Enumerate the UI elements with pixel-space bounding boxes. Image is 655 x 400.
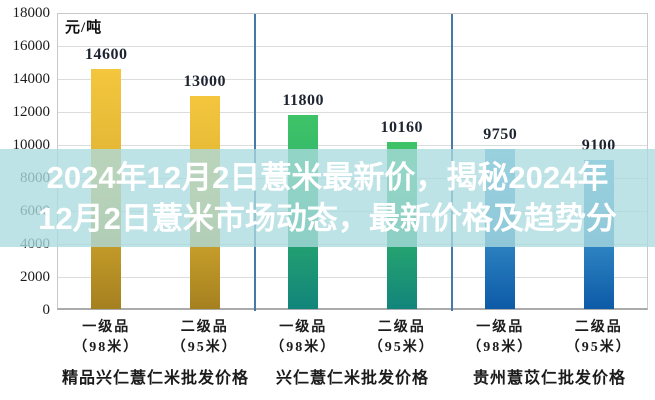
tick-label-grade: 一级品 [476,320,525,335]
y-axis-tick-label: 18000 [12,5,51,21]
tick-label-spec: （98米） [270,340,337,355]
group-label: 兴仁薏仁米批发价格 [275,370,429,387]
group-label: 精品兴仁薏仁米批发价格 [61,370,249,387]
bar-value-label: 11800 [282,92,325,110]
y-axis-tick-label: 2000 [20,269,50,285]
title-overlay-line-2: 12月2日薏米市场动态，最新价格及趋势分 [38,201,617,236]
x-axis-tick-label: 一级品 （98米） [58,318,154,358]
y-axis-tick-label: 14000 [12,71,51,87]
bar-value-label: 14600 [85,46,128,64]
bar-value-label: 9750 [483,126,518,144]
bar-value-label: 13000 [183,72,226,90]
tick-label-grade: 一级品 [279,320,328,335]
y-axis-tick-label: 16000 [12,38,51,54]
y-axis-tick-label: 12000 [12,104,51,120]
gridline [58,112,647,113]
bar-value-label: 10160 [380,119,423,137]
x-axis-tick-label: 二级品 （95米） [551,318,647,358]
title-overlay-line-1: 2024年12月2日薏米最新价，揭秘2024年 [46,160,609,195]
title-overlay-banner: 2024年12月2日薏米最新价，揭秘2024年 12月2日薏米市场动态，最新价格… [0,149,655,247]
x-axis-tick-label: 二级品 （95米） [354,318,450,358]
gridline [58,145,647,146]
gridline [58,79,647,80]
x-axis-tick-label: 二级品 （95米） [157,318,253,358]
tick-label-grade: 二级品 [574,320,623,335]
y-axis-tick-label: 0 [42,302,51,318]
tick-label-grade: 一级品 [82,320,131,335]
tick-label-spec: （95米） [171,340,238,355]
tick-label-grade: 二级品 [377,320,426,335]
tick-label-spec: （98米） [73,340,140,355]
gridline [58,46,647,47]
tick-label-spec: （98米） [467,340,534,355]
x-axis-tick-label: 一级品 （98米） [255,318,351,358]
tick-label-spec: （95米） [565,340,632,355]
group-label: 贵州薏苡仁批发价格 [472,370,626,387]
x-axis-tick-label: 一级品 （98米） [452,318,548,358]
tick-label-grade: 二级品 [180,320,229,335]
gridline [58,277,647,278]
y-axis-unit-label: 元/吨 [65,20,103,36]
tick-label-spec: （95米） [368,340,435,355]
